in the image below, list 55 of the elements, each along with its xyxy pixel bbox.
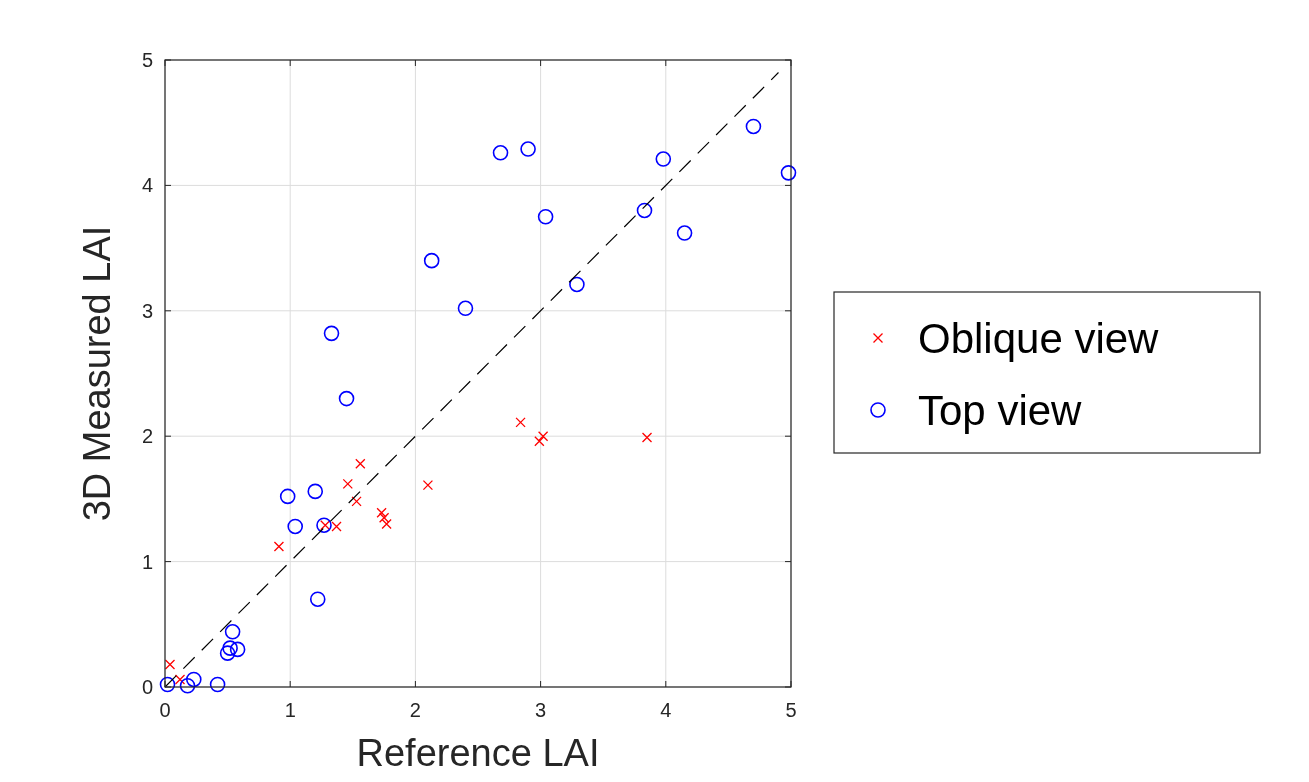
point — [745, 118, 762, 135]
point — [355, 458, 366, 469]
y-tick-label: 4 — [141, 174, 153, 197]
point — [222, 640, 238, 656]
y-tick-label: 1 — [141, 550, 153, 573]
y-tick-label: 2 — [141, 425, 153, 448]
point — [219, 645, 236, 661]
point — [534, 436, 545, 447]
point — [209, 676, 226, 693]
point — [338, 390, 355, 407]
point — [655, 151, 672, 167]
legend-label: Top view — [918, 387, 1083, 434]
x-axis-title: Reference LAI — [356, 732, 600, 774]
point — [457, 300, 474, 317]
point — [492, 145, 509, 161]
x-tick-label: 0 — [159, 699, 171, 721]
point — [229, 641, 246, 658]
x-tick-label: 3 — [535, 699, 547, 721]
point — [224, 624, 241, 640]
point — [186, 671, 202, 688]
point — [307, 483, 324, 500]
point — [376, 507, 387, 518]
x-tick-label: 2 — [409, 699, 421, 721]
point — [381, 518, 392, 530]
legend-label: Oblique view — [918, 315, 1160, 362]
point — [174, 674, 186, 685]
y-tick-label: 3 — [141, 299, 153, 322]
x-tick-label: 1 — [284, 699, 296, 721]
point — [780, 165, 797, 181]
point — [309, 591, 326, 608]
point — [287, 518, 304, 535]
point — [676, 225, 693, 241]
point — [537, 208, 554, 225]
point — [179, 677, 196, 694]
point — [537, 431, 549, 442]
y-axis-title: 3D Measured LAI — [76, 225, 118, 522]
x-tick-label: 5 — [785, 699, 797, 721]
point — [641, 432, 653, 443]
point — [423, 252, 440, 269]
point — [636, 202, 653, 219]
point — [520, 141, 536, 157]
point — [273, 541, 285, 552]
point — [378, 512, 390, 523]
point — [351, 496, 362, 507]
point — [422, 479, 434, 491]
y-tick-label: 0 — [141, 676, 153, 698]
point — [323, 325, 340, 342]
x-tick-label: 4 — [660, 699, 672, 721]
point — [515, 417, 526, 428]
point — [279, 488, 296, 505]
point — [164, 659, 176, 670]
y-tick-label: 5 — [141, 49, 153, 71]
point — [159, 676, 176, 693]
point — [342, 478, 353, 489]
point — [569, 276, 585, 293]
